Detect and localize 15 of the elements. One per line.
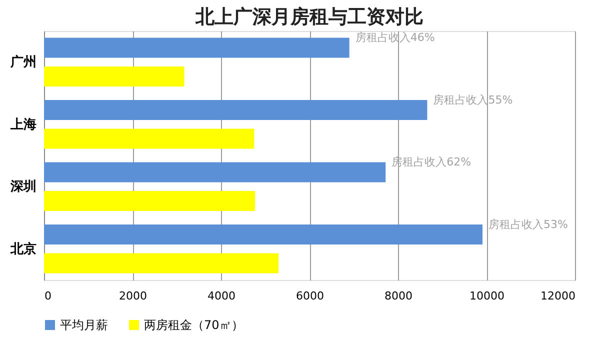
x-tick-label: 8000 (384, 290, 412, 302)
x-tick-label: 0 (44, 290, 52, 302)
x-tick-label: 2000 (119, 290, 147, 302)
x-tick-label: 6000 (296, 290, 324, 302)
y-tick-label: 上海 (10, 117, 36, 132)
legend-label: 两房租金（70㎡） (144, 318, 244, 332)
x-tick-label: 4000 (208, 290, 236, 302)
x-tick-label: 10000 (470, 290, 504, 302)
annotation: 房租占收入53% (488, 218, 568, 231)
y-tick-label: 北京 (10, 240, 36, 257)
y-tick-label: 深圳 (10, 180, 36, 195)
chart-title: 北上广深月房租与工资对比 (194, 6, 424, 28)
y-tick-label: 广州 (10, 54, 36, 70)
legend-label: 平均月薪 (60, 318, 108, 332)
x-tick-label: 12000 (540, 290, 576, 302)
